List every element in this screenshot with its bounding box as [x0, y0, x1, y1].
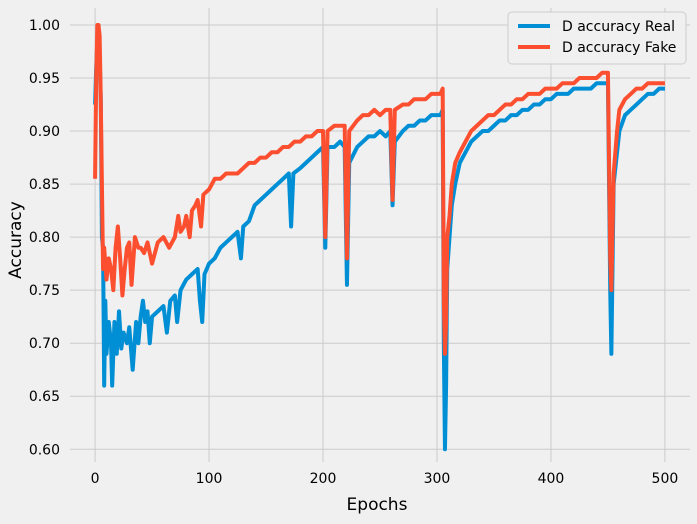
y-tick-label: 0.80 — [29, 230, 60, 246]
y-tick-label: 0.70 — [29, 336, 60, 352]
x-tick-label: 200 — [310, 471, 337, 487]
x-tick-label: 400 — [538, 471, 565, 487]
series-line-fake — [93, 22, 665, 356]
x-tick-label: 500 — [652, 471, 679, 487]
y-tick-label: 1.00 — [29, 18, 60, 34]
series-line-real — [93, 33, 665, 452]
x-tick-label: 100 — [196, 471, 223, 487]
legend-label-real: D accuracy Real — [562, 19, 675, 35]
y-tick-label: 0.65 — [29, 389, 60, 405]
legend-box — [507, 11, 687, 65]
legend-label-fake: D accuracy Fake — [562, 40, 676, 56]
y-axis-label: Accuracy — [6, 201, 26, 279]
series-lines — [93, 22, 665, 452]
x-tick-label: 0 — [91, 471, 100, 487]
y-tick-label: 0.90 — [29, 124, 60, 140]
y-tick-label: 0.75 — [29, 283, 60, 299]
tick-labels: 0 100 200 300 400 500 0.60 0.65 0.70 0.75 0.80 0.85… — [29, 18, 678, 487]
grid-lines — [70, 8, 690, 462]
y-tick-label: 0.60 — [29, 442, 60, 458]
legend: D accuracy Real D accuracy Fake — [507, 11, 687, 65]
y-tick-label: 0.95 — [29, 71, 60, 87]
x-axis-label: Epochs — [347, 495, 408, 515]
y-tick-label: 0.85 — [29, 177, 60, 193]
x-tick-label: 300 — [424, 471, 451, 487]
